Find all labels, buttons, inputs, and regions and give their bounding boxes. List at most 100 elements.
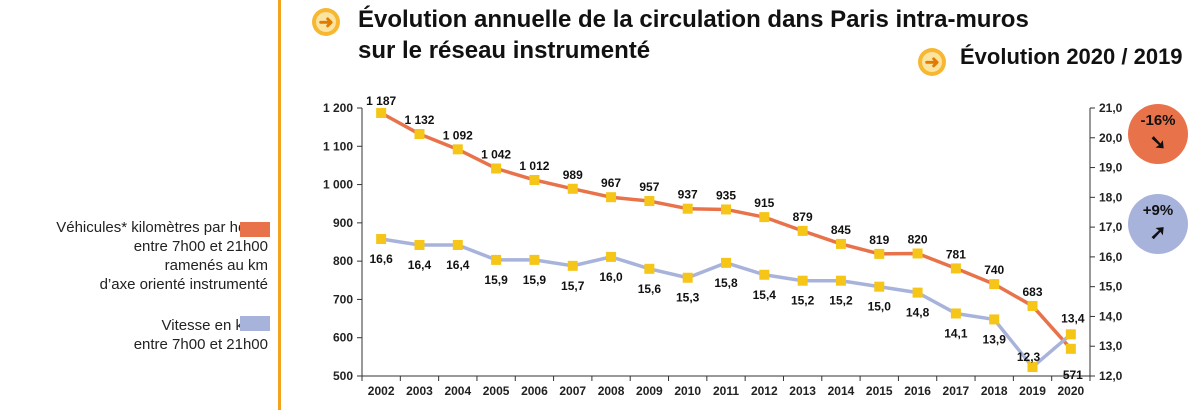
data-point-speed: [721, 257, 731, 268]
x-tick-label: 2007: [559, 384, 586, 398]
evolution-title: Évolution 2020 / 2019: [960, 44, 1183, 69]
data-label-traffic: 683: [1023, 285, 1043, 299]
data-label-traffic: 1 042: [481, 147, 511, 161]
y-tick-label-left: 700: [333, 292, 353, 306]
data-point-speed: [567, 260, 578, 271]
data-label-traffic: 957: [639, 180, 659, 194]
data-label-speed: 15,4: [753, 288, 777, 302]
data-label-speed: 16,4: [408, 258, 432, 272]
data-point-traffic: [912, 248, 923, 259]
evolution-badge-traffic: -16% ➘: [1128, 104, 1188, 164]
y-tick-label-right: 21,0: [1099, 101, 1123, 115]
data-label-speed: 12,3: [1017, 350, 1041, 364]
data-point-speed: [1027, 362, 1038, 373]
y-tick-label-right: 18,0: [1099, 190, 1123, 204]
title-line-1: Évolution annuelle de la circulation dan…: [358, 6, 1029, 33]
data-label-traffic: 819: [869, 233, 889, 247]
data-point-speed: [414, 239, 425, 250]
data-point-traffic: [1027, 300, 1038, 311]
data-point-traffic: [376, 107, 387, 118]
x-tick-label: 2020: [1057, 384, 1084, 398]
data-label-traffic: 1 012: [519, 159, 549, 173]
data-point-speed: [606, 251, 617, 262]
data-point-speed: [989, 314, 1000, 325]
data-label-traffic: 935: [716, 188, 736, 202]
data-label-traffic: 879: [793, 210, 813, 224]
x-tick-label: 2009: [636, 384, 663, 398]
x-tick-label: 2011: [713, 384, 739, 398]
data-point-speed: [835, 275, 846, 286]
data-label-speed: 16,0: [599, 270, 623, 284]
data-point-traffic: [950, 263, 961, 274]
data-point-speed: [376, 234, 387, 245]
data-point-speed: [452, 239, 463, 250]
data-point-speed: [874, 281, 885, 292]
data-point-speed: [950, 308, 961, 319]
y-tick-label-right: 15,0: [1099, 280, 1123, 294]
data-label-speed: 15,8: [714, 276, 738, 290]
data-label-traffic: 967: [601, 176, 621, 190]
arrow-circle-icon: ➜: [918, 48, 946, 76]
y-tick-label-left: 1 200: [323, 101, 353, 115]
arrow-circle-icon: ➜: [312, 8, 340, 36]
data-label-speed: 15,7: [561, 279, 585, 293]
data-label-speed: 15,6: [638, 282, 662, 296]
y-tick-label-left: 800: [333, 254, 353, 268]
data-label-speed: 16,6: [369, 252, 393, 266]
data-point-traffic: [797, 225, 808, 236]
data-point-traffic: [491, 163, 502, 174]
data-point-traffic: [606, 192, 617, 203]
data-label-traffic: 989: [563, 168, 583, 182]
y-tick-label-right: 14,0: [1099, 309, 1123, 323]
x-tick-label: 2010: [674, 384, 701, 398]
x-tick-label: 2016: [904, 384, 931, 398]
data-label-speed: 14,1: [944, 326, 968, 340]
data-point-speed: [912, 287, 923, 298]
data-label-speed: 15,2: [829, 294, 853, 308]
arrow-down-right-icon: ➘: [1149, 132, 1167, 154]
x-tick-label: 2014: [828, 384, 855, 398]
y-tick-label-right: 20,0: [1099, 131, 1123, 145]
y-tick-label-left: 500: [333, 369, 353, 383]
data-point-traffic: [874, 248, 885, 259]
data-label-speed: 15,0: [868, 300, 892, 314]
data-point-speed: [682, 272, 693, 283]
data-point-traffic: [644, 196, 655, 207]
data-point-speed: [759, 269, 770, 280]
data-point-speed: [1065, 329, 1076, 340]
data-label-traffic: 571: [1063, 368, 1083, 382]
data-label-speed: 15,2: [791, 294, 815, 308]
x-tick-label: 2013: [789, 384, 816, 398]
evolution-value-speed: +9%: [1142, 202, 1174, 219]
data-point-speed: [644, 263, 655, 274]
x-tick-label: 2002: [368, 384, 395, 398]
x-tick-label: 2018: [981, 384, 1008, 398]
x-tick-label: 2019: [1019, 384, 1046, 398]
x-tick-label: 2015: [866, 384, 893, 398]
data-label-traffic: 845: [831, 223, 851, 237]
data-label-traffic: 781: [946, 247, 966, 261]
arrow-up-right-icon: ➚: [1149, 222, 1167, 244]
data-point-traffic: [682, 203, 693, 214]
data-point-traffic: [529, 174, 540, 185]
data-label-traffic: 1 187: [366, 94, 396, 108]
y-tick-label-left: 900: [333, 216, 353, 230]
data-point-traffic: [721, 204, 731, 215]
y-tick-label-right: 13,0: [1099, 339, 1123, 353]
data-point-traffic: [567, 183, 578, 194]
data-point-speed: [797, 275, 808, 286]
y-tick-label-left: 600: [333, 331, 353, 345]
data-point-speed: [529, 254, 540, 265]
accent-divider: [278, 0, 281, 410]
y-tick-label-right: 16,0: [1099, 250, 1123, 264]
data-label-speed: 15,9: [523, 273, 547, 287]
legend-entry-traffic: Véhicules* kilomètres par heure entre 7h…: [8, 218, 268, 294]
data-point-traffic: [452, 144, 463, 155]
data-label-speed: 13,9: [983, 332, 1007, 346]
data-label-speed: 13,4: [1061, 311, 1085, 325]
legend-swatch-speed: [240, 316, 270, 331]
x-tick-label: 2005: [483, 384, 510, 398]
data-label-speed: 15,9: [484, 273, 508, 287]
data-label-traffic: 937: [678, 188, 698, 202]
